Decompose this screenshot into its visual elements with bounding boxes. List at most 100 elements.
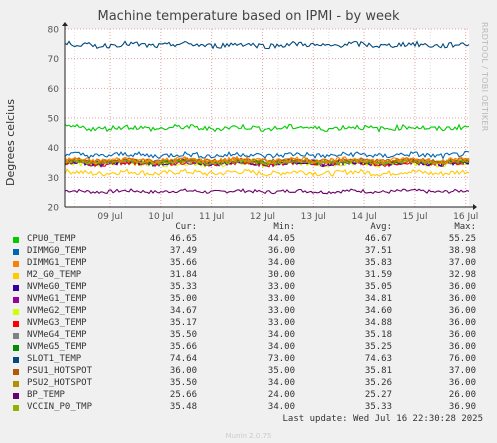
legend-swatch: [13, 273, 19, 279]
legend-min: 36.00: [267, 246, 295, 256]
legend-row: BP_TEMP 25.66 24.00 25.27 26.00: [10, 390, 490, 402]
legend-swatch: [13, 345, 19, 351]
header-avg: Avg:: [370, 222, 392, 232]
legend-avg: 35.33: [364, 402, 392, 412]
x-tick-label: 16 Jul: [453, 212, 478, 222]
y-tick-label: 30: [48, 174, 60, 184]
legend-max: 36.00: [448, 306, 476, 316]
y-axis-arrow: [62, 22, 68, 26]
legend-min: 34.00: [267, 330, 295, 340]
series-line-bp-temp: [64, 188, 470, 195]
legend-row: PSU1_HOTSPOT 36.00 35.00 35.81 37.00: [10, 366, 490, 378]
x-tick-label: 11 Jul: [199, 212, 224, 222]
x-tick-label: 14 Jul: [352, 212, 377, 222]
legend-row: NVMeG2_TEMP 34.67 33.00 34.60 36.00: [10, 306, 490, 318]
legend-max: 32.98: [448, 270, 476, 280]
legend-swatch: [13, 333, 19, 339]
legend-min: 33.00: [267, 294, 295, 304]
legend-max: 26.00: [448, 390, 476, 400]
series-line-vccin-p0-tmp: [64, 157, 470, 166]
legend-min: 33.00: [267, 282, 295, 292]
y-tick-label: 20: [48, 204, 60, 214]
legend-max: 36.90: [448, 402, 476, 412]
x-tick-label: 10 Jul: [148, 212, 173, 222]
y-tick-label: 80: [48, 26, 60, 36]
legend-avg: 25.27: [364, 390, 392, 400]
legend-avg: 35.26: [364, 378, 392, 388]
legend-row: NVMeG4_TEMP 35.50 34.00 35.18 36.00: [10, 330, 490, 342]
series-line-cpu0-temp: [64, 123, 470, 133]
legend-cur: 35.33: [169, 282, 197, 292]
legend-swatch: [13, 321, 19, 327]
legend-avg: 34.88: [364, 318, 392, 328]
y-tick-label: 50: [48, 115, 60, 125]
legend-cur: 35.17: [169, 318, 197, 328]
legend-cur: 36.00: [169, 366, 197, 376]
legend-max: 37.00: [448, 366, 476, 376]
legend-avg: 46.67: [364, 234, 392, 244]
legend-cur: 35.00: [169, 294, 197, 304]
munin-version: Munin 2.0.75: [225, 432, 272, 440]
legend-name: NVMeG4_TEMP: [27, 330, 87, 340]
legend-cur: 74.64: [169, 354, 197, 364]
legend-row: SLOT1_TEMP 74.64 73.00 74.63 76.00: [10, 354, 490, 366]
legend-swatch: [13, 309, 19, 315]
series-line-m2-g0-temp: [64, 168, 470, 177]
rrdtool-label: RRDTOOL / TOBI OETIKER: [480, 22, 489, 132]
legend-cur: 34.67: [169, 306, 197, 316]
legend-name: SLOT1_TEMP: [27, 354, 82, 364]
legend-cur: 35.50: [169, 330, 197, 340]
series-line-dimmg1-temp: [64, 155, 470, 165]
legend-min: 30.00: [267, 270, 295, 280]
legend-max: 36.00: [448, 318, 476, 328]
y-tick-label: 70: [48, 55, 60, 65]
legend-min: 34.00: [267, 258, 295, 268]
last-update: Last update: Wed Jul 16 22:30:28 2025: [282, 414, 483, 424]
legend-swatch: [13, 237, 19, 243]
legend-cur: 35.66: [169, 342, 197, 352]
legend-row: NVMeG5_TEMP 35.66 34.00 35.25 36.00: [10, 342, 490, 354]
header-max: Max:: [454, 222, 476, 232]
x-tick-label: 15 Jul: [402, 212, 427, 222]
legend-min: 35.00: [267, 366, 295, 376]
legend-avg: 35.81: [364, 366, 392, 376]
legend-name: NVMeG5_TEMP: [27, 342, 87, 352]
legend-row: NVMeG0_TEMP 35.33 33.00 35.05 36.00: [10, 282, 490, 294]
legend-min: 33.00: [267, 306, 295, 316]
legend-swatch: [13, 393, 19, 399]
legend-name: NVMeG1_TEMP: [27, 294, 87, 304]
legend-avg: 74.63: [364, 354, 392, 364]
legend-cur: 35.48: [169, 402, 197, 412]
legend-swatch: [13, 369, 19, 375]
legend-name: BP_TEMP: [27, 390, 65, 400]
legend-max: 38.98: [448, 246, 476, 256]
legend-min: 24.00: [267, 390, 295, 400]
legend-cur: 46.65: [169, 234, 197, 244]
legend-header: Cur: Min: Avg: Max:: [10, 222, 490, 234]
series-line-slot1-temp: [64, 40, 470, 50]
legend-min: 34.00: [267, 402, 295, 412]
legend-cur: 25.66: [169, 390, 197, 400]
legend-cur: 35.50: [169, 378, 197, 388]
header-min: Min:: [273, 222, 295, 232]
y-tick-label: 40: [48, 144, 60, 154]
series-line-dimmg0-temp: [64, 150, 470, 160]
legend-min: 34.00: [267, 378, 295, 388]
x-tick-label: 12 Jul: [250, 212, 275, 222]
legend-avg: 35.25: [364, 342, 392, 352]
legend-cur: 31.84: [169, 270, 197, 280]
legend-avg: 35.18: [364, 330, 392, 340]
legend-swatch: [13, 405, 19, 411]
legend-avg: 35.83: [364, 258, 392, 268]
legend-row: DIMMG0_TEMP 37.49 36.00 37.51 38.98: [10, 246, 490, 258]
x-axis-arrow: [473, 204, 477, 210]
legend-max: 36.00: [448, 342, 476, 352]
legend-name: PSU2_HOTSPOT: [27, 378, 93, 388]
legend-row: NVMeG1_TEMP 35.00 33.00 34.81 36.00: [10, 294, 490, 306]
chart-title: Machine temperature based on IPMI - by w…: [97, 9, 400, 24]
legend-row: M2_G0_TEMP 31.84 30.00 31.59 32.98: [10, 270, 490, 282]
y-axis-label: Degrees celcius: [4, 99, 17, 186]
legend-name: PSU1_HOTSPOT: [27, 366, 93, 376]
header-cur: Cur:: [175, 222, 197, 232]
